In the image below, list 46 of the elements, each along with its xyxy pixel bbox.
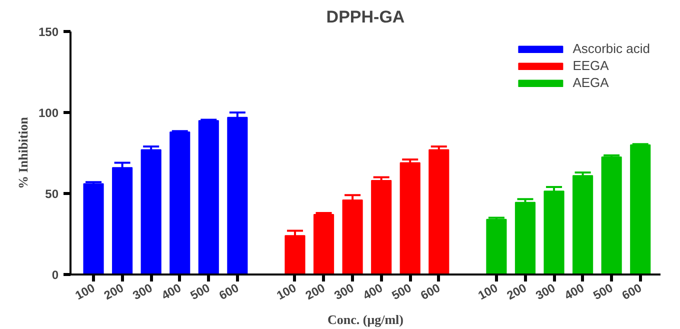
bar [514, 202, 536, 274]
x-tick-label: 300 [332, 280, 356, 303]
bar [112, 167, 133, 274]
bar [572, 175, 594, 274]
bar [601, 156, 622, 274]
x-tick-label: 500 [590, 280, 616, 303]
x-tick-label: 600 [216, 280, 242, 303]
bar [313, 214, 334, 274]
x-tick-label: 400 [360, 280, 386, 303]
bar [198, 120, 219, 274]
y-tick-label: 150 [38, 25, 59, 39]
y-tick-label: 100 [38, 106, 59, 120]
bar [342, 199, 363, 274]
bar [630, 144, 651, 274]
legend-label: AEGA [572, 75, 609, 90]
x-tick-label: 500 [389, 280, 414, 303]
x-axis-title: Conc. (μg/ml) [328, 312, 404, 327]
x-tick-label: 100 [476, 280, 500, 303]
chart-title: DPPH-GA [326, 8, 405, 26]
bar [371, 180, 392, 274]
x-tick-label: 400 [562, 280, 587, 303]
x-tick-label: 100 [72, 280, 98, 303]
x-tick-label: 200 [504, 280, 530, 303]
bar [486, 218, 507, 274]
bar [428, 149, 450, 274]
x-tick-label: 600 [620, 280, 644, 303]
x-tick-label: 100 [274, 280, 299, 303]
legend-label: EEGA [572, 58, 609, 73]
y-tick-label: 50 [45, 187, 59, 201]
x-tick-label: 300 [130, 280, 155, 303]
x-tick-label: 300 [533, 280, 558, 303]
bar [170, 131, 190, 274]
y-axis-title: % Inhibition [15, 116, 30, 189]
legend-label: Ascorbic acid [572, 41, 650, 56]
bar [83, 183, 104, 274]
x-tick-label: 500 [188, 280, 213, 303]
bar [140, 149, 162, 274]
x-tick-label: 400 [159, 280, 184, 303]
x-tick-label: 200 [303, 280, 328, 303]
x-tick-label: 200 [102, 280, 126, 303]
bar [284, 235, 306, 274]
bar [400, 162, 420, 274]
bar [227, 116, 248, 274]
x-tick-label: 600 [418, 280, 443, 303]
y-tick-label: 0 [52, 268, 59, 282]
bar [544, 190, 564, 274]
